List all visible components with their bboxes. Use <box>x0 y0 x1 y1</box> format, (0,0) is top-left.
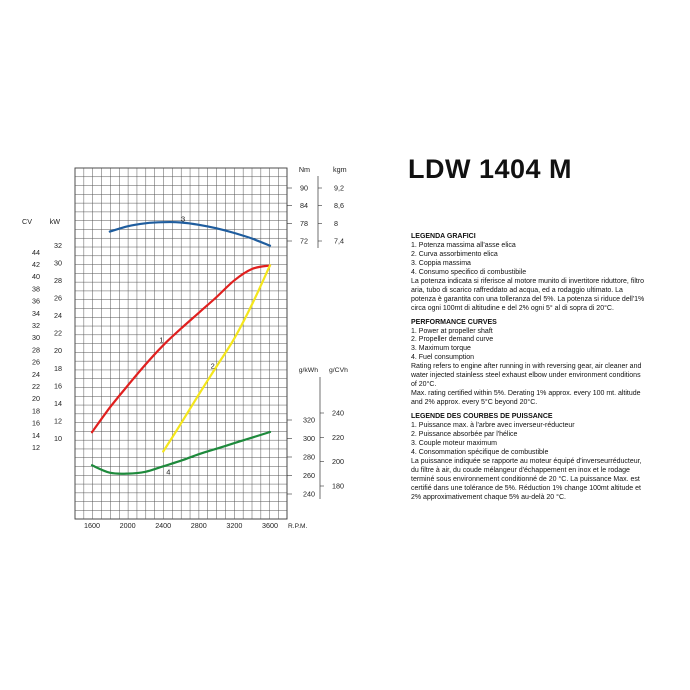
x-tick-label: 3200 <box>226 521 242 530</box>
gkwh-tick-label: 260 <box>303 471 315 480</box>
nm-tick-label: 90 <box>300 184 308 193</box>
gkwh-tick-label: 320 <box>303 416 315 425</box>
kw-tick-label: 16 <box>54 381 62 390</box>
legend-item-en-1: 1. Power at propeller shaft <box>411 327 493 335</box>
cv-tick-label: 22 <box>32 382 40 391</box>
series-line-1 <box>90 264 272 434</box>
nm-tick-label: 78 <box>300 219 308 228</box>
series-line-4 <box>90 430 272 475</box>
kgm-tick-label: 8,6 <box>334 201 344 210</box>
gcvh-tick-label: 180 <box>332 482 344 491</box>
nm-tick-label: 72 <box>300 237 308 246</box>
legend-section-en: PERFORMANCE CURVES 1. Power at propeller… <box>411 319 647 409</box>
series-label-4: 4 <box>166 467 170 476</box>
legend-item-fr-1: 1. Puissance max. à l'arbre avec inverse… <box>411 422 575 430</box>
cv-tick-label: 42 <box>32 260 40 269</box>
cv-tick-label: 32 <box>32 321 40 330</box>
kgm-axis-label: kgm <box>333 165 347 174</box>
nm-axis-label: Nm <box>299 165 310 174</box>
gkwh-tick-label: 300 <box>303 434 315 443</box>
legend-item-it-4: 4. Consumo specifico di combustibile <box>411 268 527 276</box>
cv-tick-label: 28 <box>32 345 40 354</box>
legend-note-fr: La puissance indiquée se rapporte au mot… <box>411 457 642 501</box>
legend-section-fr: LEGENDE DES COURBES DE PUISSANCE 1. Puis… <box>411 413 647 503</box>
legend-item-it-2: 2. Curva assorbimento elica <box>411 250 498 258</box>
legend-item-en-3: 3. Maximum torque <box>411 345 471 353</box>
cv-tick-label: 20 <box>32 394 40 403</box>
gcvh-axis-label: g/CVh <box>329 367 348 374</box>
kw-tick-label: 22 <box>54 329 62 338</box>
cv-tick-label: 38 <box>32 284 40 293</box>
kgm-tick-label: 9,2 <box>334 184 344 193</box>
series-label-3: 3 <box>181 214 185 223</box>
kgm-tick-label: 8 <box>334 219 338 228</box>
legend-item-en-2: 2. Propeller demand curve <box>411 336 494 344</box>
cv-tick-label: 36 <box>32 297 40 306</box>
cv-tick-label: 30 <box>32 333 40 342</box>
legend-item-fr-3: 3. Couple moteur maximum <box>411 439 497 447</box>
cv-axis-label: CV <box>22 217 32 226</box>
nm-tick-label: 84 <box>300 201 308 210</box>
x-tick-label: 2000 <box>120 521 136 530</box>
kgm-tick-label: 7,4 <box>334 237 344 246</box>
gkwh-axis-label: g/kWh <box>299 367 318 374</box>
series-label-1: 1 <box>159 335 163 344</box>
gcvh-tick-label: 240 <box>332 409 344 418</box>
legend-heading-fr: LEGENDE DES COURBES DE PUISSANCE <box>411 413 553 421</box>
x-tick-label: 2400 <box>155 521 171 530</box>
kw-tick-label: 30 <box>54 258 62 267</box>
legend-note-it: La potenza indicata si riferisce al moto… <box>411 277 645 312</box>
kw-tick-label: 24 <box>54 311 62 320</box>
kw-tick-label: 14 <box>54 399 62 408</box>
gcvh-tick-label: 200 <box>332 457 344 466</box>
legend-item-fr-4: 4. Consommation spécifique de combustibl… <box>411 448 549 456</box>
series-line-2 <box>162 264 272 453</box>
gcvh-tick-label: 220 <box>332 433 344 442</box>
legend-section-it: LEGENDA GRAFICI 1. Potenza massima all'a… <box>411 233 647 314</box>
cv-tick-label: 14 <box>32 431 40 440</box>
kw-tick-label: 28 <box>54 276 62 285</box>
legend-note2-en: Max. rating certified within 5%. Deratin… <box>411 390 641 407</box>
kw-axis-label: kW <box>50 217 61 226</box>
legend-item-fr-2: 2. Puissance absorbée par l'hélice <box>411 431 518 439</box>
chart-axes: 1600 2000 2400 2800 3200 3600 R.P.M.1214161820… <box>22 165 348 530</box>
gkwh-tick-label: 280 <box>303 453 315 462</box>
legend-item-it-1: 1. Potenza massima all'asse elica <box>411 241 516 249</box>
kw-tick-label: 20 <box>54 346 62 355</box>
kw-tick-label: 12 <box>54 416 62 425</box>
cv-tick-label: 44 <box>32 248 40 257</box>
legend-note-en: Rating refers to engine after running in… <box>411 363 642 389</box>
legend-heading-en: PERFORMANCE CURVES <box>411 318 497 326</box>
series-label-2: 2 <box>211 361 215 370</box>
legend-item-it-3: 3. Coppia massima <box>411 259 471 267</box>
x-tick-label: 3600 <box>262 521 278 530</box>
cv-tick-label: 24 <box>32 370 40 379</box>
cv-tick-label: 12 <box>32 443 40 452</box>
gkwh-tick-label: 240 <box>303 490 315 499</box>
cv-tick-label: 26 <box>32 358 40 367</box>
kw-tick-label: 18 <box>54 364 62 373</box>
x-tick-label: 2800 <box>191 521 207 530</box>
kw-tick-label: 10 <box>54 434 62 443</box>
kw-tick-label: 26 <box>54 294 62 303</box>
legend-item-en-4: 4. Fuel consumption <box>411 354 475 362</box>
chart-series: 1 2 3 4 <box>90 214 272 476</box>
x-axis-label: R.P.M. <box>288 523 307 530</box>
kw-tick-label: 32 <box>54 241 62 250</box>
model-title: LDW 1404 M <box>408 154 573 184</box>
chart-grid <box>74 167 288 520</box>
cv-tick-label: 16 <box>32 419 40 428</box>
legend-heading-it: LEGENDA GRAFICI <box>411 233 476 240</box>
cv-tick-label: 40 <box>32 272 40 281</box>
cv-tick-label: 18 <box>32 406 40 415</box>
cv-tick-label: 34 <box>32 309 40 318</box>
series-line-3 <box>108 220 272 247</box>
legend-panel: LEGENDA GRAFICI 1. Potenza massima all'a… <box>411 233 647 508</box>
x-tick-label: 1600 <box>84 521 100 530</box>
